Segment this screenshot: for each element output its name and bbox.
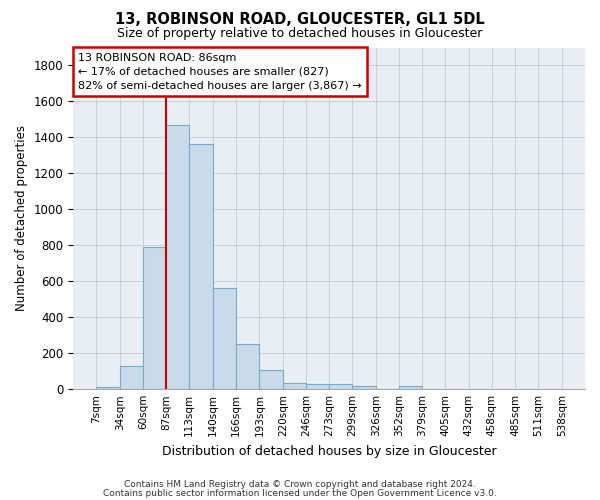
Bar [283, 383, 306, 389]
Bar [236, 344, 259, 389]
Bar [329, 384, 352, 389]
Bar [306, 384, 329, 389]
Bar [352, 386, 376, 389]
Bar [143, 246, 166, 389]
Bar [259, 370, 283, 389]
Bar [166, 125, 189, 389]
Text: 13 ROBINSON ROAD: 86sqm
← 17% of detached houses are smaller (827)
82% of semi-d: 13 ROBINSON ROAD: 86sqm ← 17% of detache… [78, 52, 362, 90]
Bar [398, 386, 422, 389]
Bar [96, 387, 120, 389]
Text: Contains HM Land Registry data © Crown copyright and database right 2024.: Contains HM Land Registry data © Crown c… [124, 480, 476, 489]
Text: 13, ROBINSON ROAD, GLOUCESTER, GL1 5DL: 13, ROBINSON ROAD, GLOUCESTER, GL1 5DL [115, 12, 485, 28]
Text: Size of property relative to detached houses in Gloucester: Size of property relative to detached ho… [118, 28, 482, 40]
Bar [213, 288, 236, 389]
Text: Contains public sector information licensed under the Open Government Licence v3: Contains public sector information licen… [103, 489, 497, 498]
X-axis label: Distribution of detached houses by size in Gloucester: Distribution of detached houses by size … [162, 444, 496, 458]
Y-axis label: Number of detached properties: Number of detached properties [15, 126, 28, 312]
Bar [189, 144, 213, 389]
Bar [120, 366, 143, 389]
